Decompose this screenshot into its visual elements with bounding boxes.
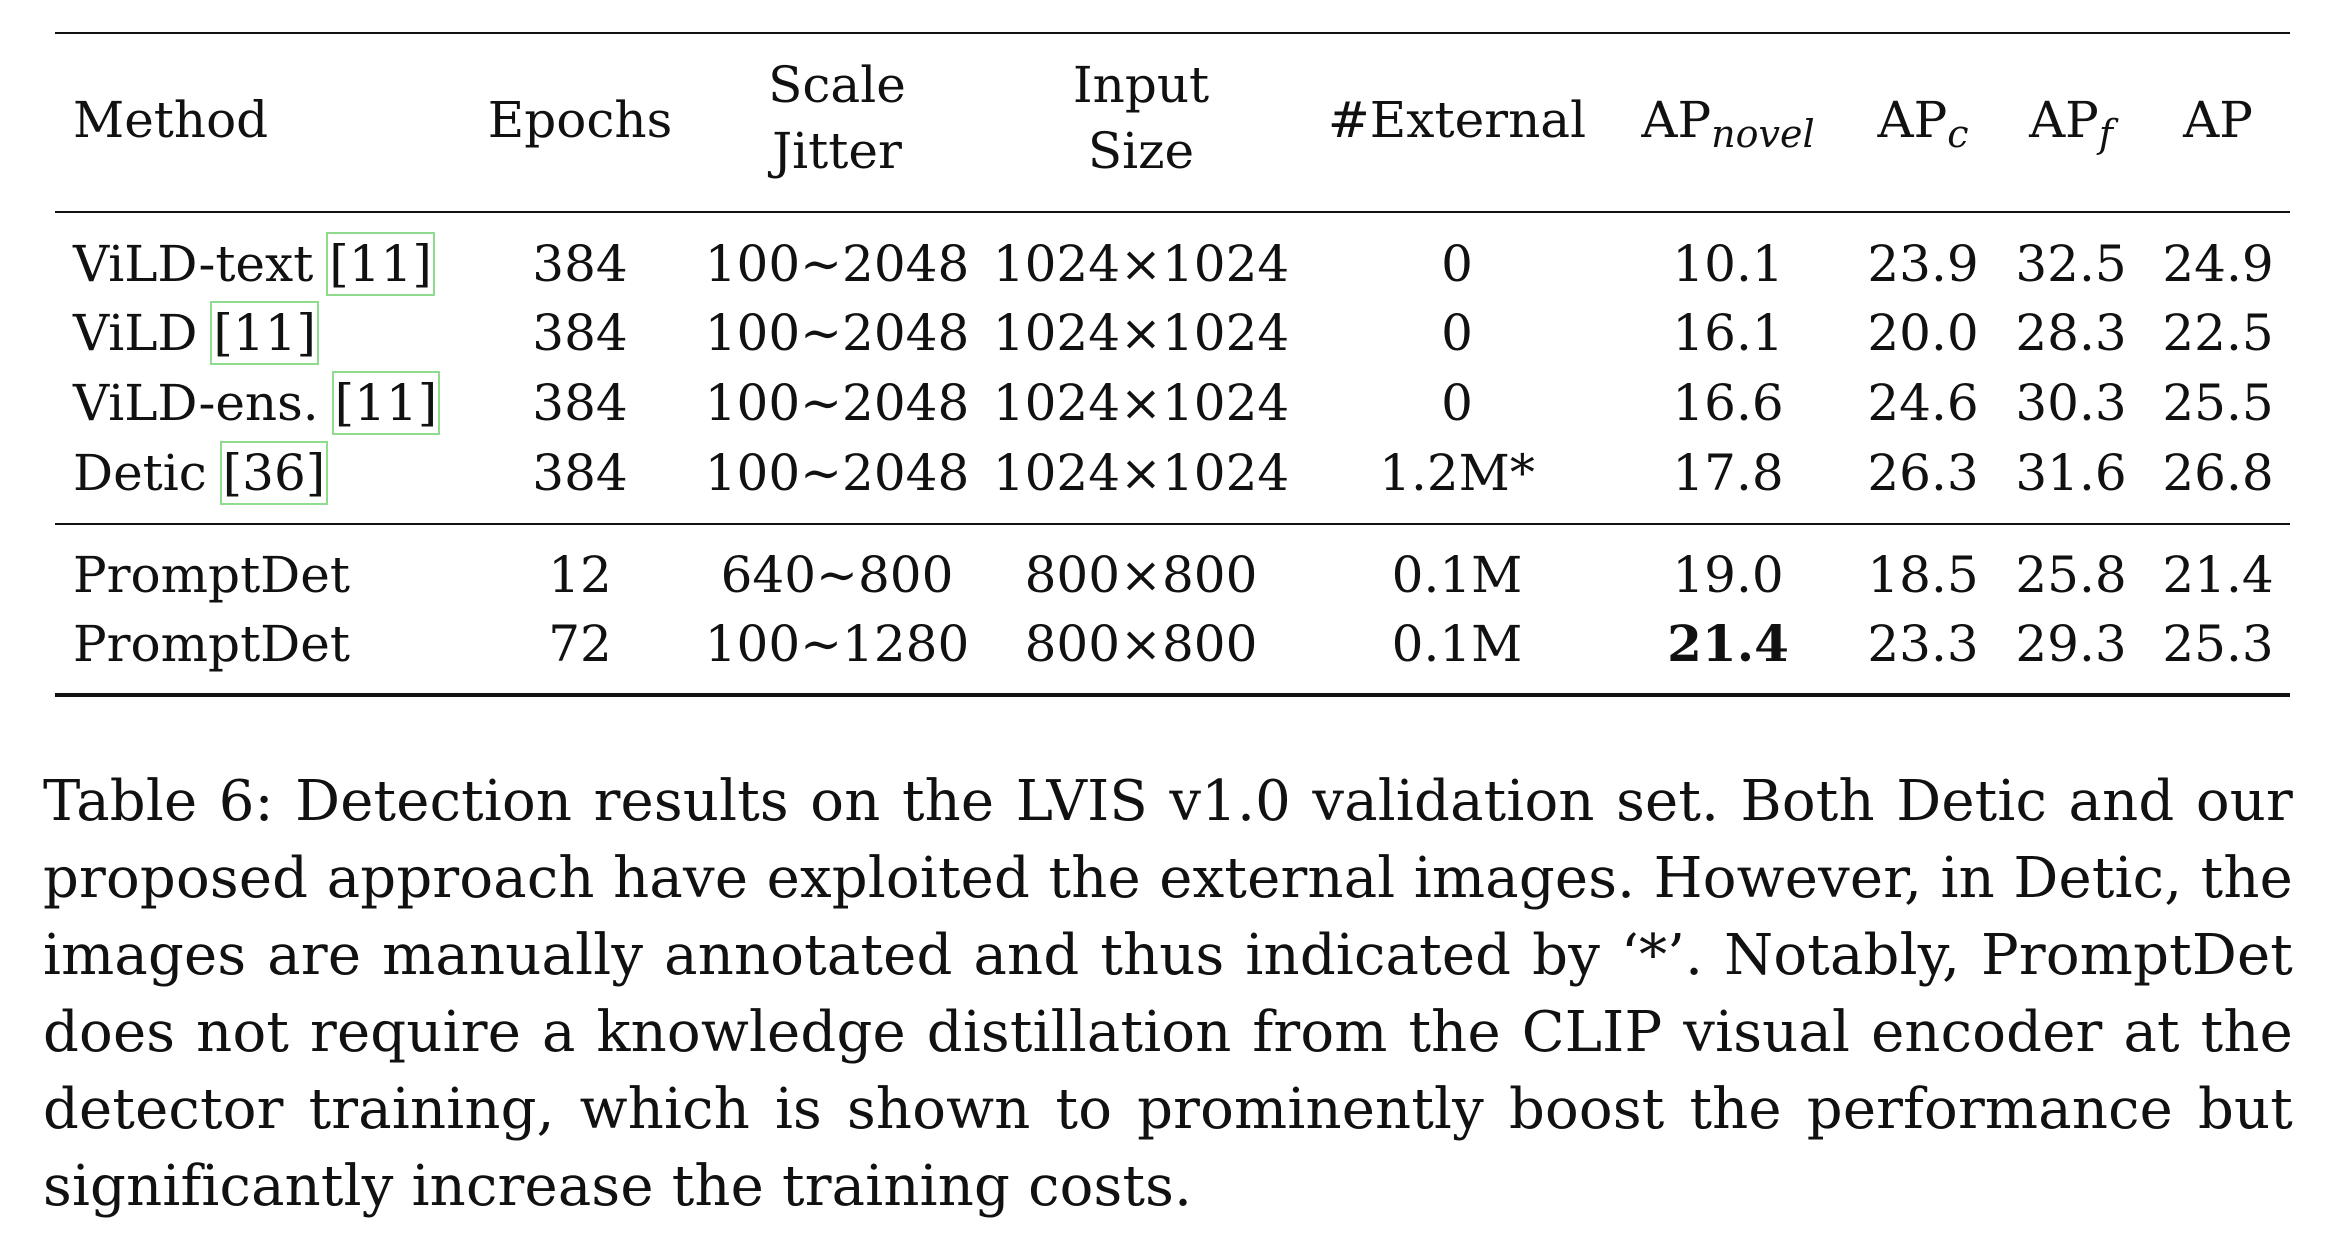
header-method: Method: [73, 91, 269, 149]
row-promptdet-12-scale-jitter: 640∼800: [720, 546, 954, 604]
row-vild-ap-c: 20.0: [1867, 304, 1979, 362]
row-vild-ap: 22.5: [2162, 304, 2274, 362]
row-detic-scale-jitter: 100∼2048: [704, 444, 970, 502]
row-detic-ap-c: 26.3: [1867, 444, 1979, 502]
row-detic-external: 1.2M*: [1379, 444, 1535, 502]
row-vild-epochs: 384: [532, 304, 628, 362]
header-epochs: Epochs: [487, 91, 673, 149]
row-vild-text-input-size: 1024×1024: [992, 235, 1290, 293]
row-vild-text-ap-c: 23.9: [1867, 235, 1979, 293]
citation-link[interactable]: [11]: [331, 371, 441, 435]
row-vild-text-scale-jitter: 100∼2048: [704, 235, 970, 293]
table-group-rule: [55, 523, 2290, 525]
row-vild-ap-novel: 16.1: [1672, 304, 1784, 362]
row-vild-ens-ap: 25.5: [2162, 374, 2274, 432]
row-promptdet-72-epochs: 72: [548, 615, 612, 673]
citation-link[interactable]: [11]: [210, 301, 320, 365]
row-vild-ens-input-size: 1024×1024: [992, 374, 1290, 432]
row-vild-ens-ap-f: 30.3: [2015, 374, 2127, 432]
row-detic-ap: 26.8: [2162, 444, 2274, 502]
row-promptdet-12-ap-f: 25.8: [2015, 546, 2127, 604]
row-promptdet-72-method: PromptDet: [73, 615, 350, 673]
row-promptdet-12-method: PromptDet: [73, 546, 350, 604]
row-vild-ens-epochs: 384: [532, 374, 628, 432]
row-vild-ap-f: 28.3: [2015, 304, 2127, 362]
header-ap-c: APc: [1877, 91, 1969, 156]
row-vild-ens-method: ViLD-ens. [11]: [73, 371, 441, 435]
row-promptdet-12-ap-novel: 19.0: [1672, 546, 1784, 604]
row-promptdet-12-epochs: 12: [548, 546, 612, 604]
row-vild-scale-jitter: 100∼2048: [704, 304, 970, 362]
header-input-size-line1: Input: [1072, 56, 1210, 114]
table-caption: Table 6: Detection results on the LVIS v…: [43, 769, 2293, 1219]
row-vild-text-ap: 24.9: [2162, 235, 2274, 293]
row-promptdet-72-scale-jitter: 100∼1280: [704, 615, 970, 673]
table-top-rule: [55, 32, 2290, 34]
row-vild-input-size: 1024×1024: [992, 304, 1290, 362]
row-promptdet-12-ap: 21.4: [2162, 546, 2274, 604]
table-bottom-rule: [55, 693, 2290, 697]
row-promptdet-12-input-size: 800×800: [1024, 546, 1258, 604]
row-detic-ap-f: 31.6: [2015, 444, 2127, 502]
header-ap-f: APf: [2029, 91, 2113, 156]
row-detic-ap-novel: 17.8: [1672, 444, 1784, 502]
row-vild-method: ViLD [11]: [73, 301, 320, 365]
row-vild-ens-scale-jitter: 100∼2048: [704, 374, 970, 432]
citation-link[interactable]: [36]: [219, 441, 329, 505]
header-ap-novel: APnovel: [1641, 91, 1815, 156]
row-promptdet-72-ap: 25.3: [2162, 615, 2274, 673]
header-input-size-line2: Size: [1087, 122, 1195, 180]
row-vild-external: 0: [1441, 304, 1473, 362]
row-promptdet-72-ap-novel-best: 21.4: [1667, 614, 1789, 673]
row-vild-ens-ap-c: 24.6: [1867, 374, 1979, 432]
row-promptdet-72-ap-f: 29.3: [2015, 615, 2127, 673]
header-scale-jitter-line1: Scale: [768, 56, 906, 114]
row-detic-input-size: 1024×1024: [992, 444, 1290, 502]
row-vild-ens-ap-novel: 16.6: [1672, 374, 1784, 432]
citation-link[interactable]: [11]: [326, 232, 435, 296]
row-promptdet-12-external: 0.1M: [1391, 546, 1523, 604]
header-external: #External: [1327, 91, 1587, 149]
row-promptdet-72-external: 0.1M: [1391, 615, 1523, 673]
row-detic-epochs: 384: [532, 444, 628, 502]
row-vild-text-method: ViLD-text [11]: [73, 232, 435, 296]
row-detic-method: Detic [36]: [73, 441, 329, 505]
row-vild-text-external: 0: [1441, 235, 1473, 293]
row-promptdet-72-input-size: 800×800: [1024, 615, 1258, 673]
row-promptdet-12-ap-c: 18.5: [1867, 546, 1979, 604]
table-header-rule: [55, 211, 2290, 213]
header-ap: AP: [2183, 91, 2253, 149]
row-vild-ens-external: 0: [1441, 374, 1473, 432]
row-vild-text-epochs: 384: [532, 235, 628, 293]
row-vild-text-ap-f: 32.5: [2015, 235, 2127, 293]
header-scale-jitter-line2: Jitter: [772, 122, 902, 180]
row-vild-text-ap-novel: 10.1: [1672, 235, 1784, 293]
row-promptdet-72-ap-c: 23.3: [1867, 615, 1979, 673]
